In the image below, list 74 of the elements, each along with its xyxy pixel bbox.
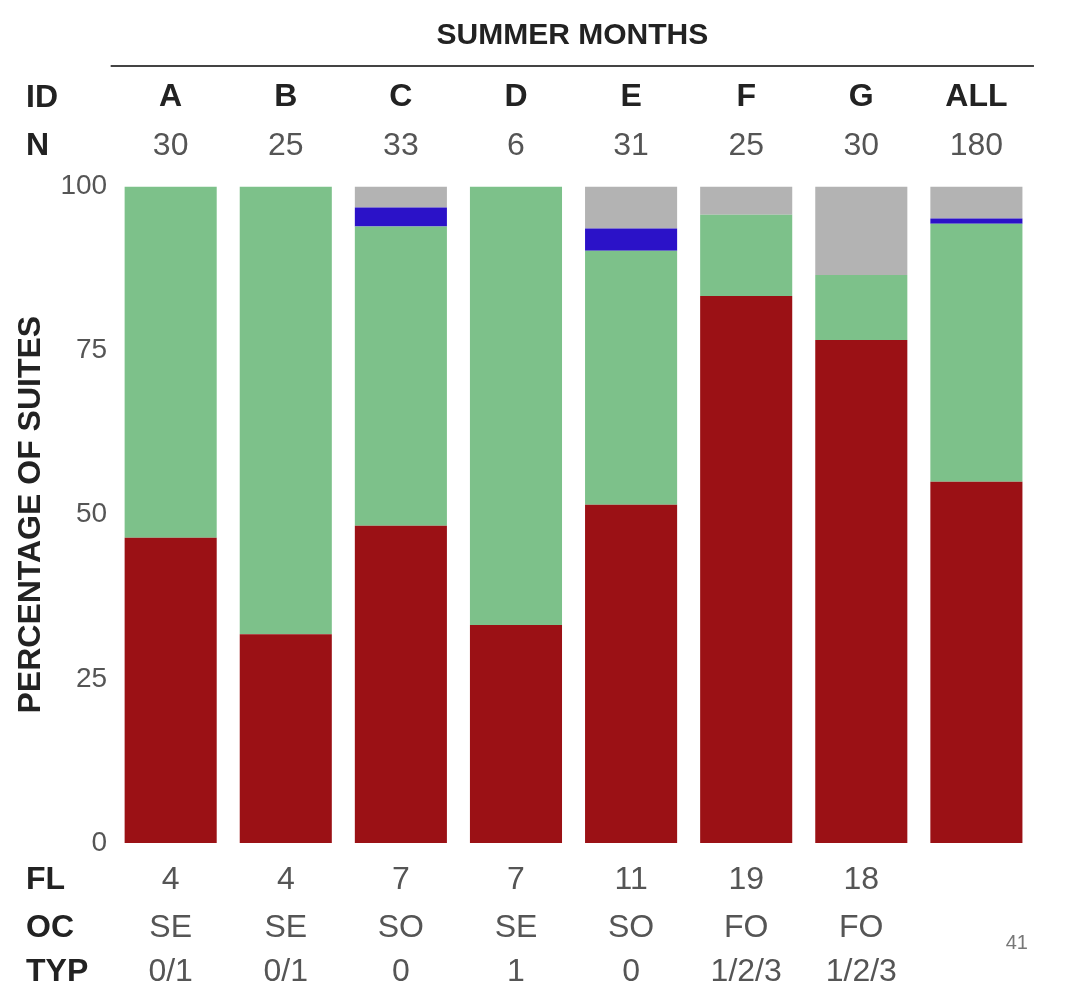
y-tick-label: 50 [75, 497, 108, 529]
text: 25 [267, 126, 304, 163]
text: OC [26, 907, 74, 944]
bar [930, 223, 1023, 482]
text: SE [264, 907, 308, 944]
bar [469, 186, 563, 626]
text: FO [839, 907, 884, 944]
bar [124, 186, 217, 538]
bar [815, 186, 908, 276]
text: 7 [391, 859, 410, 896]
text: 6 [507, 126, 525, 163]
text: 4 [161, 859, 180, 896]
text: 41 [1005, 930, 1028, 953]
text: TYP [26, 951, 89, 988]
x-tick-label: A [159, 77, 183, 114]
y-axis-title: PERCENTAGE OF SUITES [11, 315, 48, 714]
text: 18 [843, 859, 880, 896]
bar [354, 525, 447, 843]
bar [815, 275, 908, 341]
text: 19 [728, 859, 764, 896]
text: 31 [613, 126, 649, 163]
text: 30 [152, 126, 189, 163]
bar [700, 296, 793, 843]
x-tick-label: F [736, 77, 756, 114]
bar [700, 186, 793, 215]
bar [930, 218, 1023, 224]
x-tick-label: ALL [945, 77, 1008, 114]
text: SO [607, 907, 655, 944]
text: FL [26, 859, 66, 896]
y-tick-label: 100 [60, 169, 108, 201]
text: 11 [614, 859, 648, 896]
bar [239, 186, 332, 635]
y-tick-label: 75 [75, 333, 108, 365]
bar [815, 340, 908, 843]
bar [930, 186, 1023, 219]
text: SO [377, 907, 424, 944]
bar [354, 226, 447, 526]
text: 25 [728, 126, 764, 163]
text: 0 [622, 951, 640, 988]
x-tick-label: B [274, 77, 298, 114]
text: N [26, 126, 50, 163]
text: 0/1 [263, 951, 309, 988]
text: 30 [843, 126, 880, 163]
text: ID [26, 78, 58, 115]
bar [239, 634, 332, 843]
text: 33 [383, 126, 419, 163]
text: 0/1 [148, 951, 193, 988]
bar [354, 186, 447, 208]
bar [700, 214, 793, 297]
bar [469, 625, 563, 843]
x-tick-label: G [848, 77, 874, 114]
x-tick-label: E [620, 77, 642, 114]
chart-title: SUMMER MONTHS [436, 17, 709, 51]
text: 180 [949, 126, 1004, 163]
bar [585, 186, 678, 229]
bar [585, 504, 678, 843]
bar [124, 537, 217, 843]
text: 4 [276, 859, 295, 896]
x-tick-label: D [504, 77, 528, 114]
text: 1/2/3 [825, 951, 897, 988]
text: FO [723, 907, 769, 944]
text: 7 [507, 859, 525, 896]
x-tick-label: C [389, 77, 413, 114]
y-tick-label: 0 [91, 825, 108, 857]
text: SE [494, 907, 538, 944]
text: 1/2/3 [710, 951, 782, 988]
bar [930, 481, 1023, 843]
text: SE [149, 907, 193, 944]
bar [354, 207, 447, 227]
bar [585, 228, 678, 251]
y-tick-label: 25 [75, 661, 108, 693]
text: 0 [391, 951, 410, 988]
text: 1 [507, 951, 525, 988]
bar [585, 250, 678, 505]
